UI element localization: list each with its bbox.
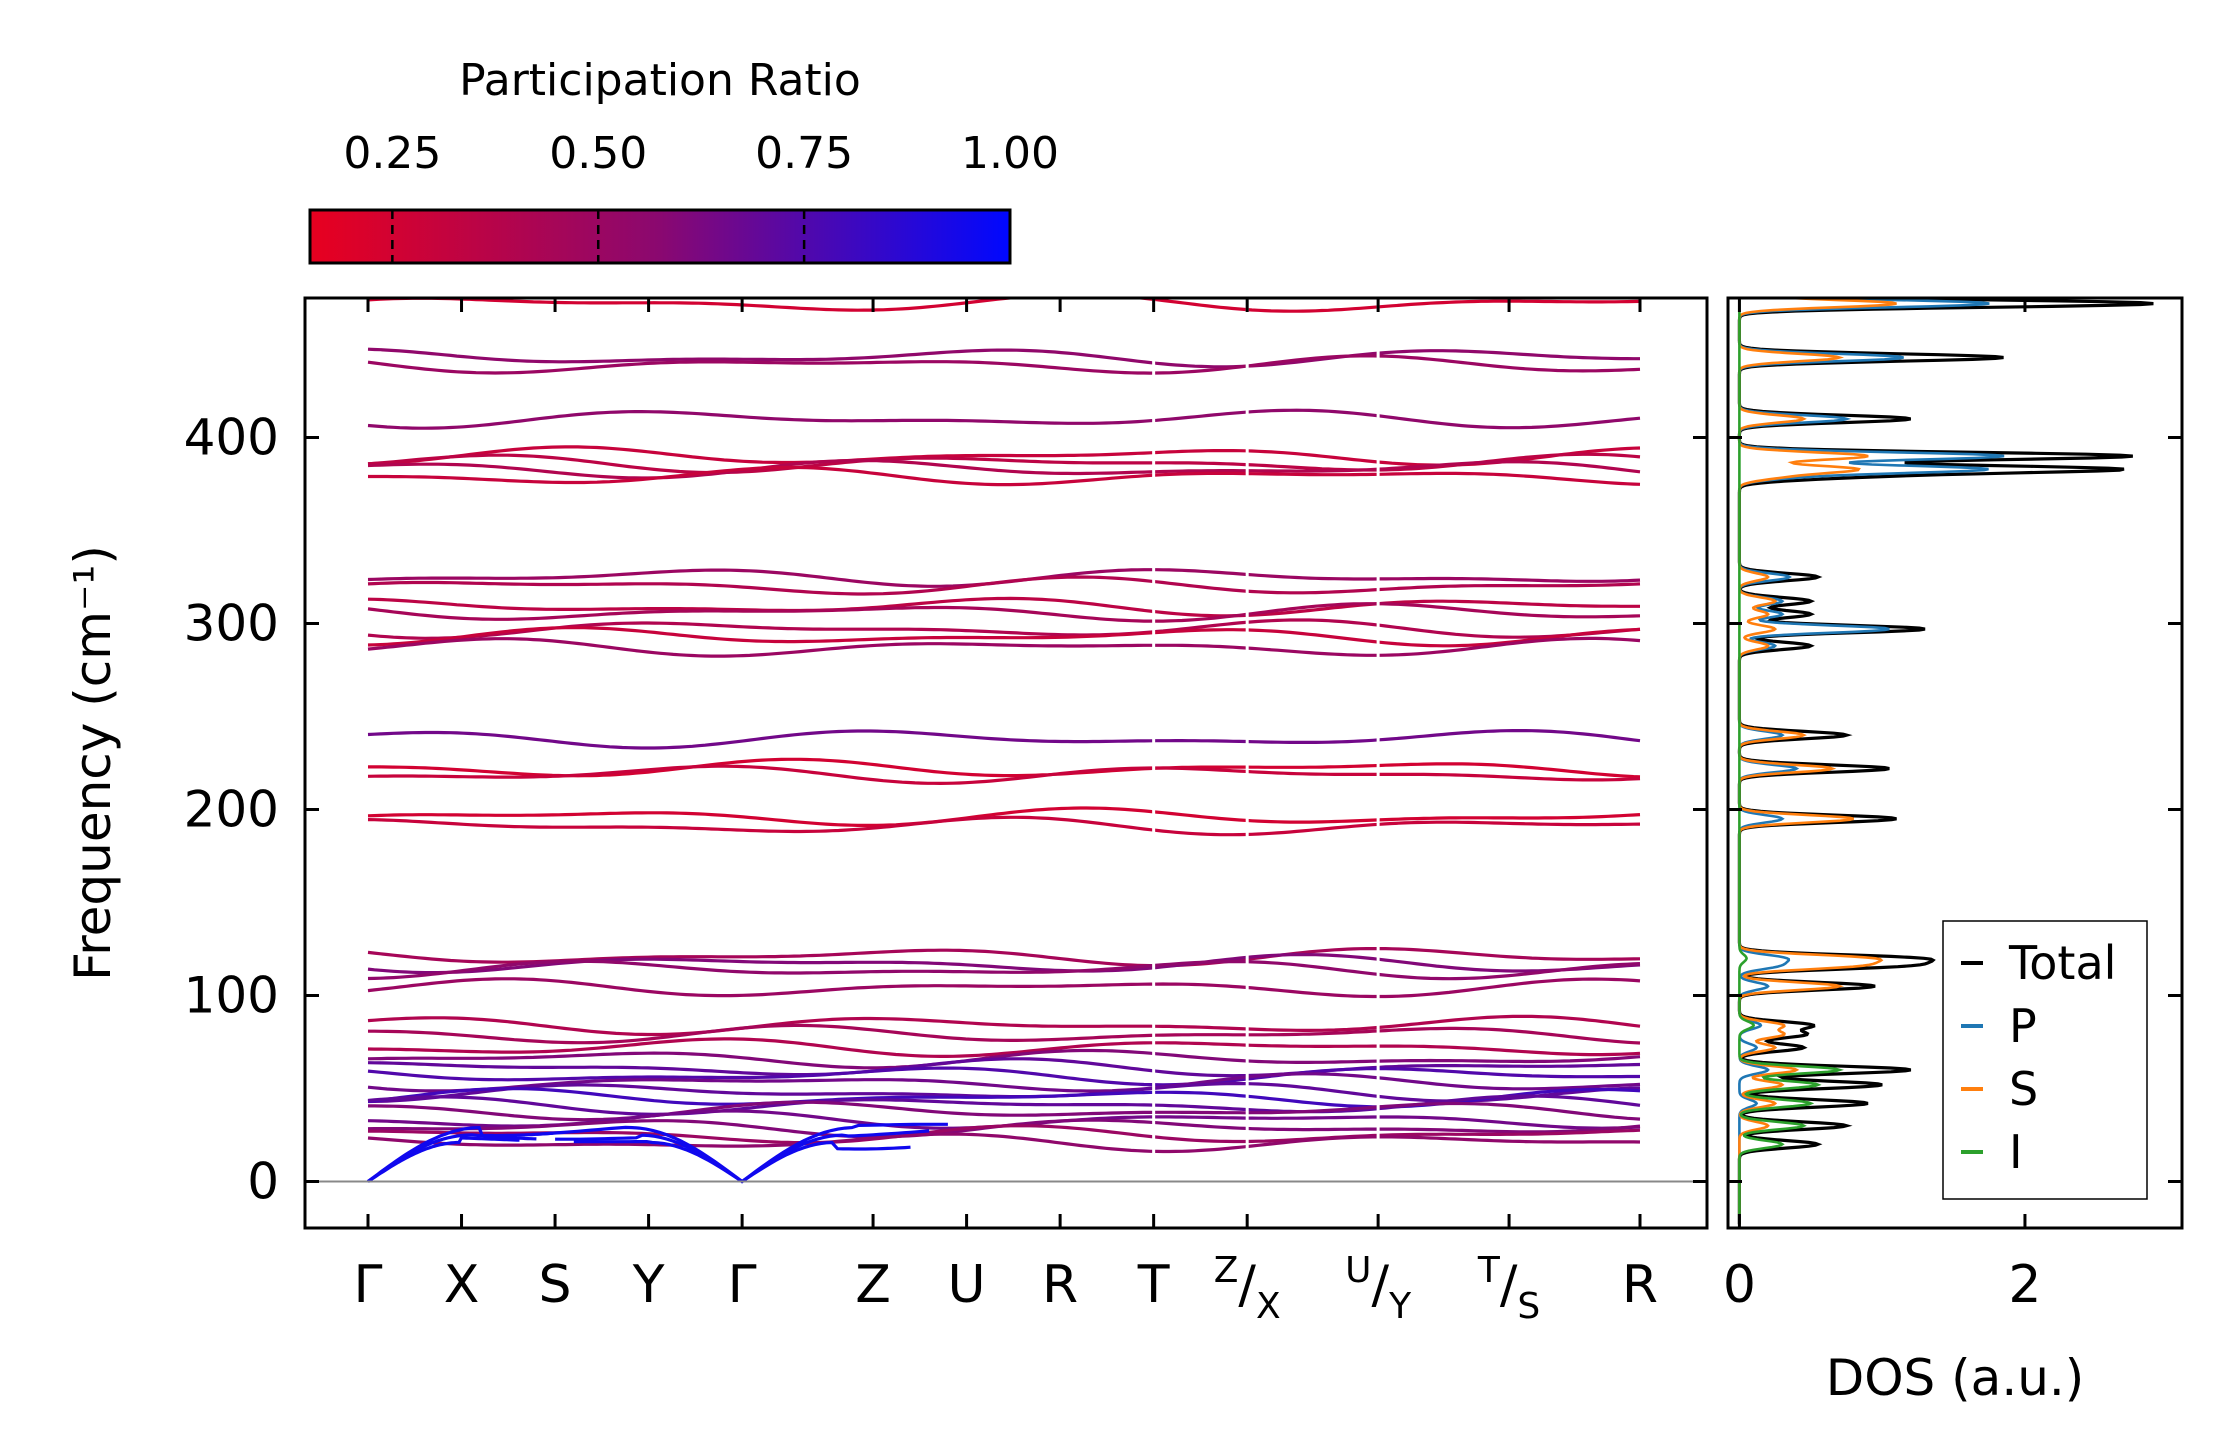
y-tick-label: 0 [247,1153,279,1211]
phonon-band [367,408,1641,430]
phonon-band [367,575,1641,596]
acoustic-band [367,1125,554,1183]
dos-x-tick-label: 0 [1723,1255,1756,1315]
high-symmetry-label: U [948,1255,986,1315]
phonon-band [367,1066,1640,1087]
y-tick-label: 200 [184,781,279,839]
phonon-band [367,953,1641,975]
high-symmetry-label: R [1622,1255,1658,1315]
colorbar-tick-label: 1.00 [961,128,1059,179]
dos-curves [1737,298,2154,1225]
high-symmetry-label: Z/X [1214,1250,1281,1327]
phonon-band [367,602,1641,623]
phonon-band [368,1023,1641,1045]
phonon-band [367,626,1641,648]
y-axis-label: Frequency (cm⁻¹) [64,545,122,981]
phonon-band [367,1048,1641,1070]
high-symmetry-label: Z [855,1255,891,1315]
high-symmetry-label: Γ [728,1255,757,1315]
phonon-band [367,1072,1641,1093]
phonon-band [367,596,1640,618]
phonon-band [367,347,1640,369]
legend-label: P [2009,999,2037,1053]
phonon-band [367,1014,1641,1037]
phonon-band [367,1132,1641,1154]
high-symmetry-label: Γ [354,1255,383,1315]
dos-curve-s [1738,298,1897,1225]
high-symmetry-label: U/Y [1345,1250,1412,1327]
high-symmetry-label: R [1042,1255,1078,1315]
high-symmetry-label: X [444,1255,480,1315]
colorbar-frame [308,208,1012,265]
colorbar-ticks: 0.25 0.50 0.75 1.00 [343,128,1059,263]
legend-label: Total [2008,936,2116,990]
phonon-band [367,445,1641,467]
colorbar-label: Participation Ratio [459,55,861,106]
phonon-band [367,806,1641,827]
y-tick-label: 100 [184,967,279,1025]
band-panel-frame [303,296,1709,1230]
dos-panel-frame [1726,296,2184,1230]
high-symmetry-label: Y [632,1255,665,1315]
colorbar-tick-label: 0.50 [549,128,647,179]
phonon-band [367,764,1641,786]
dos-x-axis-label: DOS (a.u.) [1826,1349,2085,1407]
dos-legend: Total PSI [1942,920,2148,1200]
phonon-band [367,959,1641,981]
phonon-band [367,354,1641,375]
y-tick-label: 300 [184,595,279,653]
phonon-band [367,452,1641,475]
phonon-band [367,636,1641,658]
colorbar-tick-label: 0.75 [755,128,853,179]
high-symmetry-label: T [1137,1255,1170,1315]
phonon-band [367,458,1641,480]
dos-x-tick-label: 2 [2008,1255,2041,1315]
phonon-band [367,977,1641,999]
colorbar-tick-label: 0.25 [343,128,441,179]
phonon-bands [305,298,1707,1226]
legend-label: S [2009,1062,2038,1116]
legend-label: I [2009,1125,2023,1179]
phonon-band [367,618,1641,640]
high-symmetry-label: T/S [1477,1250,1540,1327]
colorbar: 0.25 0.50 0.75 1.00 Participation Ratio [308,55,1059,265]
phonon-band [367,729,1641,750]
colorbar-gradient [310,210,1010,263]
high-symmetry-label: S [539,1255,572,1315]
dos-curve-i [1738,298,1844,1225]
phonon-band [367,815,1641,837]
phonon-band [367,1037,1641,1058]
phonon-band [367,1057,1641,1078]
phonon-band [368,1100,1641,1122]
y-tick-label: 400 [184,409,279,467]
phonon-band [368,465,1641,487]
